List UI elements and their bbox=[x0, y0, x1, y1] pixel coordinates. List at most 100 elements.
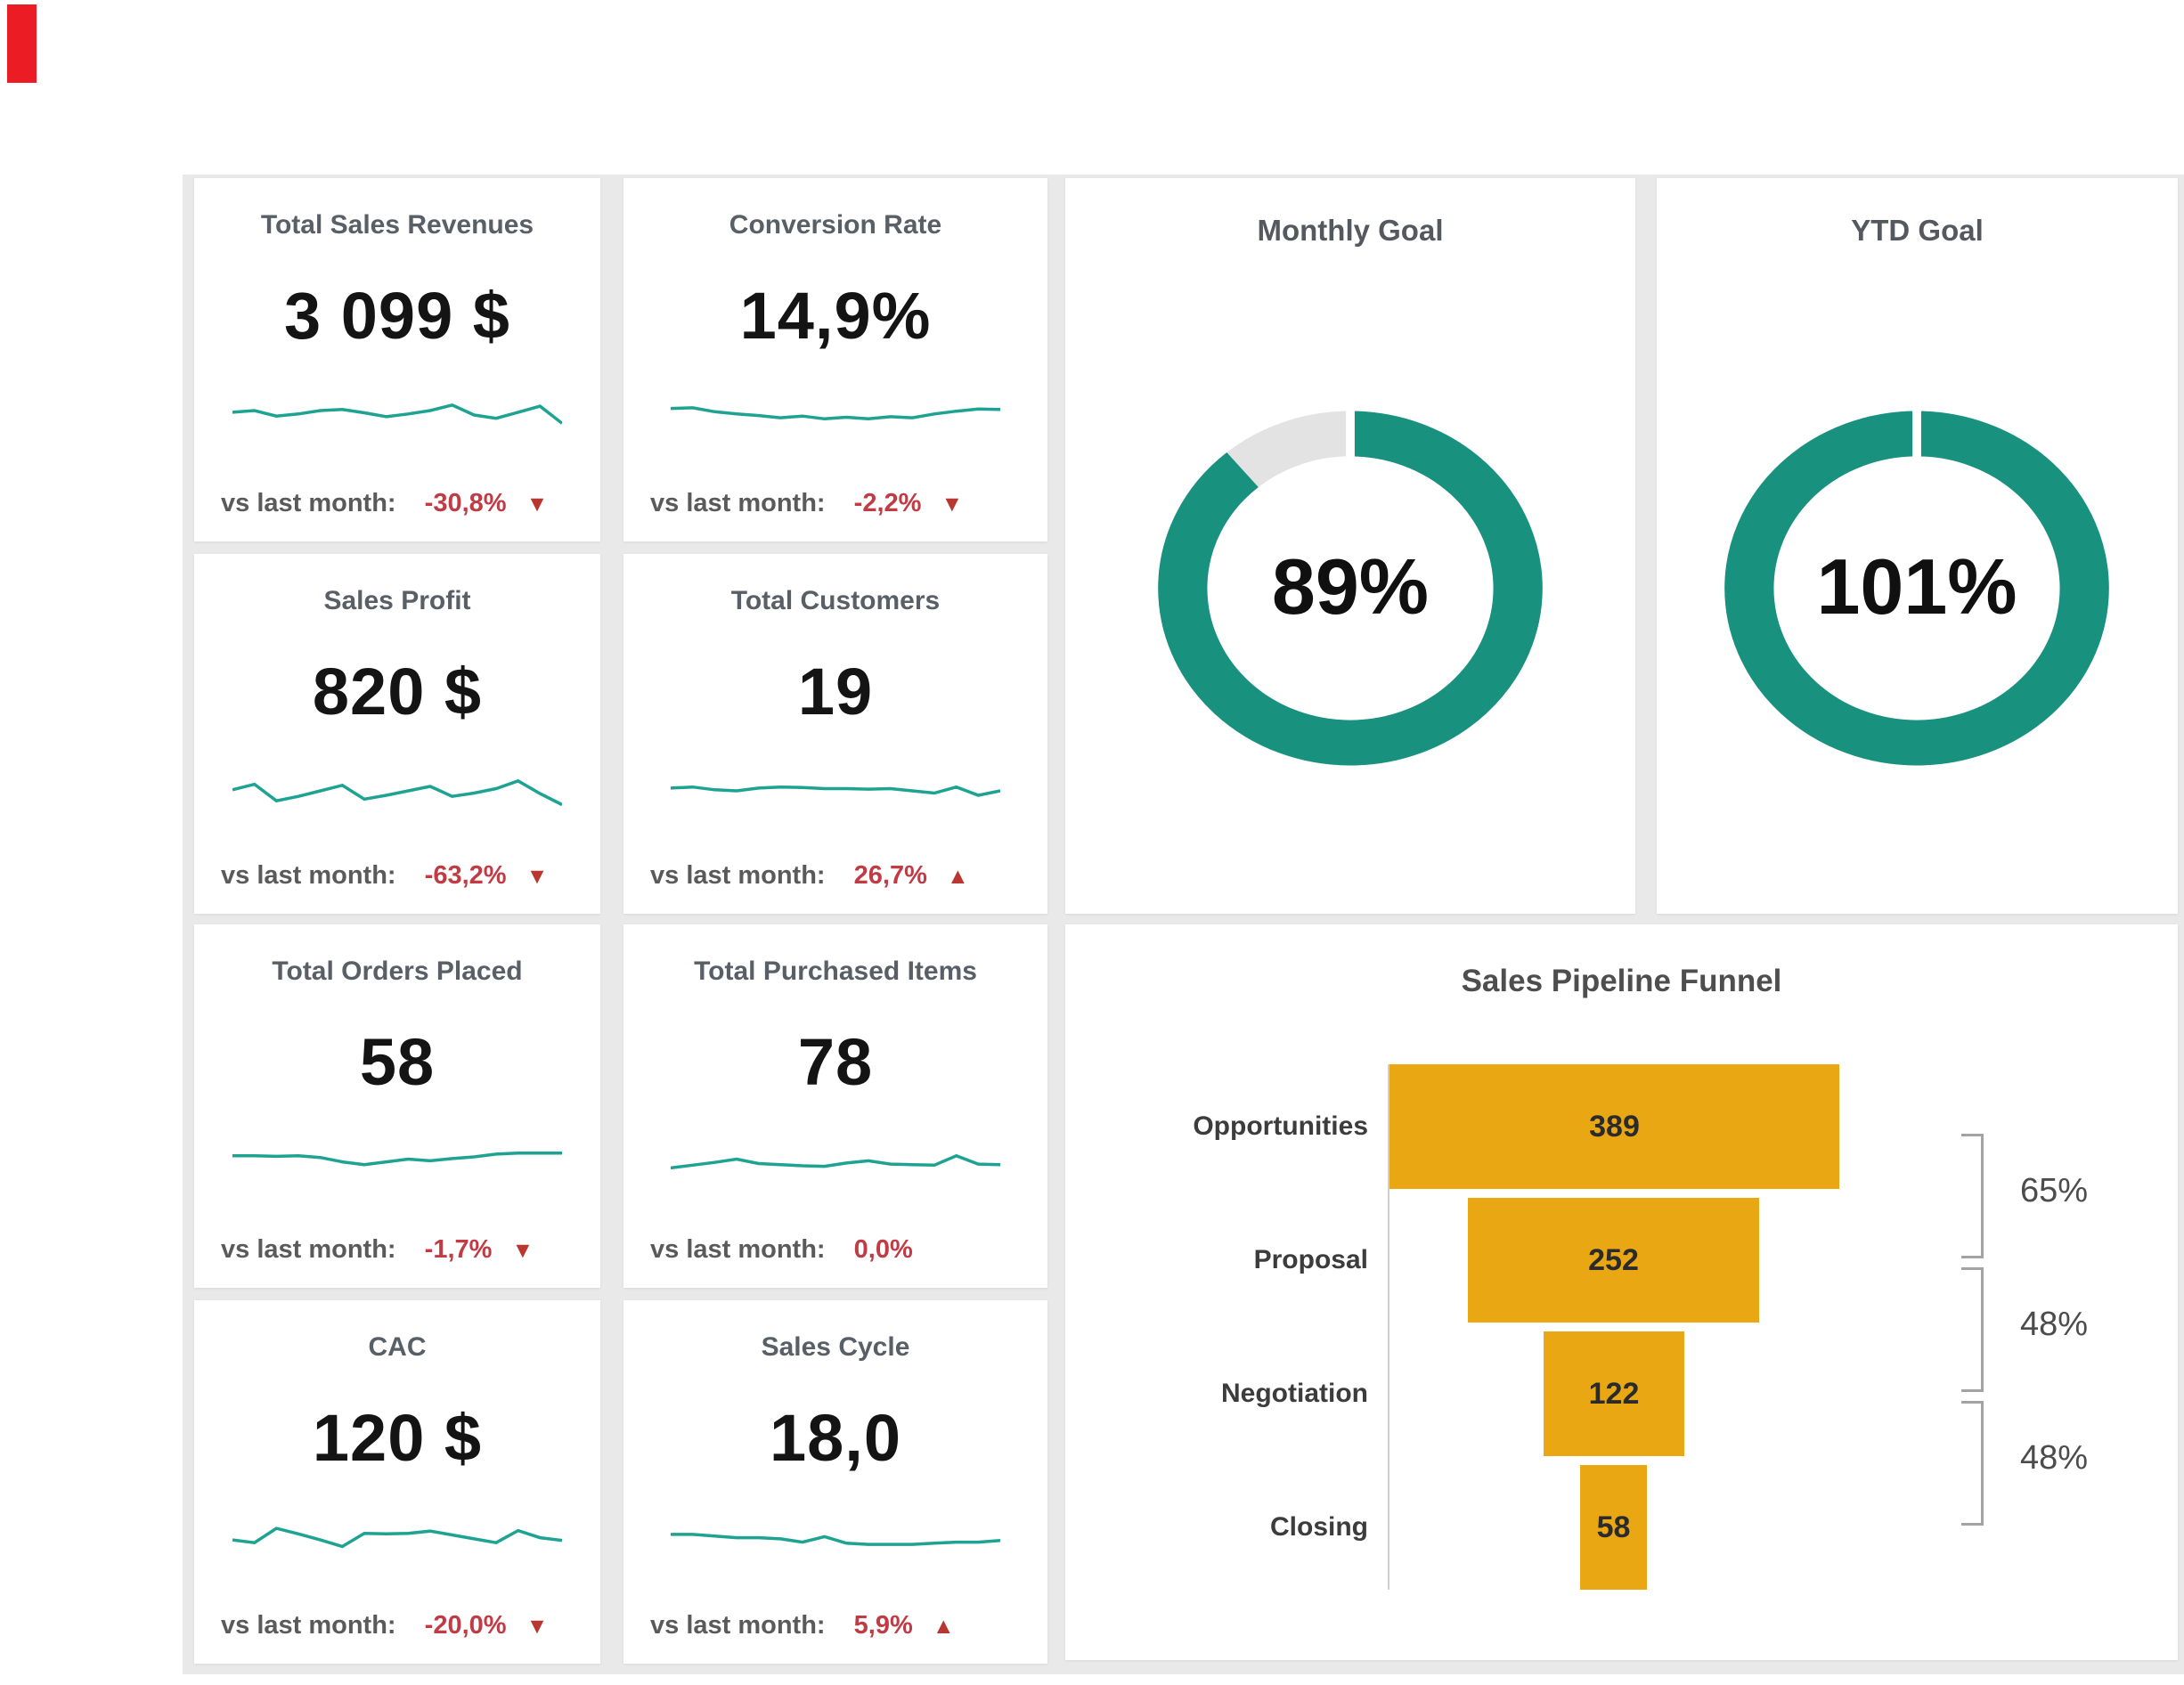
sparkline-chart bbox=[232, 1151, 562, 1167]
delta-value: -30,8% bbox=[424, 489, 507, 517]
conversion-rate-label: 48% bbox=[2020, 1439, 2089, 1477]
gauge-title: YTD Goal bbox=[1851, 214, 1984, 247]
ytd-goal-card[interactable]: YTD Goal 101% bbox=[1657, 178, 2178, 914]
funnel-bar-value: 252 bbox=[1588, 1243, 1639, 1277]
gauge-percent-label: 101% bbox=[1816, 541, 2017, 631]
kpi-title: Sales Cycle bbox=[761, 1332, 910, 1362]
dashboard-canvas: Total Sales Revenues 3 099 $ vs last mon… bbox=[183, 175, 2184, 1674]
funnel-bar-proposal[interactable]: 252 bbox=[1468, 1198, 1759, 1323]
donut-top-gap bbox=[1346, 404, 1355, 460]
monthly-goal-card[interactable]: Monthly Goal 89% bbox=[1065, 178, 1635, 914]
funnel-stage-label: Proposal bbox=[1253, 1245, 1368, 1274]
sparkline-path bbox=[232, 403, 562, 425]
funnel-bar-opportunities[interactable]: 389 bbox=[1389, 1064, 1839, 1189]
kpi-value: 3 099 $ bbox=[284, 279, 510, 353]
delta-down-icon: ▼ bbox=[526, 492, 549, 517]
gauge-title: Monthly Goal bbox=[1257, 214, 1444, 247]
delta-value: -20,0% bbox=[424, 1611, 507, 1640]
sparkline-path bbox=[671, 785, 1000, 797]
sparkline-chart bbox=[671, 406, 1000, 421]
delta-prefix-label: vs last month: bbox=[650, 1611, 826, 1640]
kpi-footer: vs last month: 5,9% ▲ bbox=[650, 1611, 955, 1640]
sparkline-chart bbox=[671, 1153, 1000, 1170]
kpi-title: Sales Profit bbox=[323, 586, 471, 615]
kpi-card-total-orders-placed[interactable]: Total Orders Placed 58 vs last month: -1… bbox=[194, 924, 600, 1288]
red-corner-marker bbox=[7, 4, 37, 83]
kpi-card-conversion-rate[interactable]: Conversion Rate 14,9% vs last month: -2,… bbox=[623, 178, 1047, 541]
donut-ring bbox=[1158, 404, 1543, 766]
kpi-footer: vs last month: -20,0% ▼ bbox=[221, 1611, 548, 1640]
sparkline-chart bbox=[671, 785, 1000, 797]
delta-prefix-label: vs last month: bbox=[221, 1611, 396, 1640]
kpi-card-total-purchased-items[interactable]: Total Purchased Items 78 vs last month: … bbox=[623, 924, 1047, 1288]
delta-up-icon: ▲ bbox=[932, 1614, 955, 1639]
delta-prefix-label: vs last month: bbox=[221, 861, 396, 890]
donut-chart-ytd-goal[interactable]: 101% bbox=[1716, 403, 2117, 773]
sales-pipeline-funnel-card[interactable]: Sales Pipeline Funnel Opportunities Prop… bbox=[1065, 924, 2178, 1660]
kpi-title: Total Sales Revenues bbox=[260, 210, 534, 240]
sparkline-path bbox=[232, 1151, 562, 1167]
kpi-footer: vs last month: 0,0% bbox=[650, 1235, 925, 1265]
kpi-card-cac[interactable]: CAC 120 $ vs last month: -20,0% ▼ bbox=[194, 1300, 600, 1664]
delta-value: -63,2% bbox=[424, 861, 507, 890]
gauge-percent-label: 89% bbox=[1271, 541, 1430, 631]
funnel-bar-value: 122 bbox=[1588, 1377, 1640, 1411]
sparkline-chart bbox=[232, 403, 562, 425]
kpi-footer: vs last month: -30,8% ▼ bbox=[221, 489, 548, 518]
conversion-bracket bbox=[1961, 1134, 1984, 1258]
kpi-value: 18,0 bbox=[769, 1401, 902, 1475]
kpi-card-total-customers[interactable]: Total Customers 19 vs last month: 26,7% … bbox=[623, 554, 1047, 914]
funnel-bar-negotiation[interactable]: 122 bbox=[1544, 1331, 1684, 1456]
delta-down-icon: ▼ bbox=[941, 492, 964, 517]
kpi-card-sales-cycle[interactable]: Sales Cycle 18,0 vs last month: 5,9% ▲ bbox=[623, 1300, 1047, 1664]
funnel-stage-label: Closing bbox=[1270, 1512, 1368, 1542]
sparkline-chart bbox=[232, 1526, 562, 1549]
funnel-bar-value: 389 bbox=[1589, 1110, 1640, 1144]
delta-prefix-label: vs last month: bbox=[650, 1235, 826, 1264]
kpi-footer: vs last month: -63,2% ▼ bbox=[221, 861, 548, 891]
delta-down-icon: ▼ bbox=[526, 1614, 549, 1639]
kpi-footer: vs last month: 26,7% ▲ bbox=[650, 861, 969, 891]
kpi-card-sales-profit[interactable]: Sales Profit 820 $ vs last month: -63,2%… bbox=[194, 554, 600, 914]
sparkline-path bbox=[671, 1533, 1000, 1546]
delta-prefix-label: vs last month: bbox=[221, 1235, 396, 1264]
sparkline-path bbox=[671, 1153, 1000, 1170]
donut-chart-monthly-goal[interactable]: 89% bbox=[1150, 403, 1551, 773]
kpi-value: 19 bbox=[797, 655, 874, 729]
delta-value: -2,2% bbox=[853, 489, 922, 517]
delta-down-icon: ▼ bbox=[526, 864, 549, 889]
conversion-bracket bbox=[1961, 1401, 1984, 1526]
funnel-title: Sales Pipeline Funnel bbox=[1461, 964, 1782, 998]
delta-value: 0,0% bbox=[853, 1235, 913, 1264]
sparkline-path bbox=[671, 406, 1000, 421]
conversion-rate-label: 48% bbox=[2020, 1306, 2089, 1343]
delta-value: -1,7% bbox=[424, 1235, 493, 1264]
kpi-value: 78 bbox=[797, 1025, 874, 1099]
delta-up-icon: ▲ bbox=[946, 864, 969, 889]
donut-ring bbox=[1724, 404, 2109, 766]
funnel-axis-line bbox=[1388, 1064, 1389, 1590]
delta-down-icon: ▼ bbox=[511, 1238, 534, 1263]
kpi-card-total-sales-revenues[interactable]: Total Sales Revenues 3 099 $ vs last mon… bbox=[194, 178, 600, 541]
delta-prefix-label: vs last month: bbox=[650, 489, 826, 517]
funnel-bar-closing[interactable]: 58 bbox=[1580, 1465, 1647, 1590]
conversion-rate-label: 65% bbox=[2020, 1172, 2089, 1209]
delta-prefix-label: vs last month: bbox=[221, 489, 396, 517]
kpi-title: CAC bbox=[368, 1332, 427, 1362]
kpi-footer: vs last month: -2,2% ▼ bbox=[650, 489, 963, 518]
funnel-stage-label: Negotiation bbox=[1221, 1379, 1368, 1408]
funnel-bar-value: 58 bbox=[1596, 1510, 1631, 1544]
sparkline-chart bbox=[671, 1533, 1000, 1546]
sparkline-path bbox=[232, 778, 562, 807]
kpi-footer: vs last month: -1,7% ▼ bbox=[221, 1235, 534, 1265]
delta-value: 5,9% bbox=[853, 1611, 913, 1640]
conversion-bracket bbox=[1961, 1267, 1984, 1392]
sparkline-chart bbox=[232, 778, 562, 807]
donut-top-gap bbox=[1912, 404, 1921, 460]
kpi-value: 820 $ bbox=[312, 655, 483, 729]
kpi-value: 14,9% bbox=[739, 279, 932, 353]
delta-prefix-label: vs last month: bbox=[650, 861, 826, 890]
delta-value: 26,7% bbox=[853, 861, 927, 890]
funnel-stage-label: Opportunities bbox=[1193, 1111, 1368, 1141]
